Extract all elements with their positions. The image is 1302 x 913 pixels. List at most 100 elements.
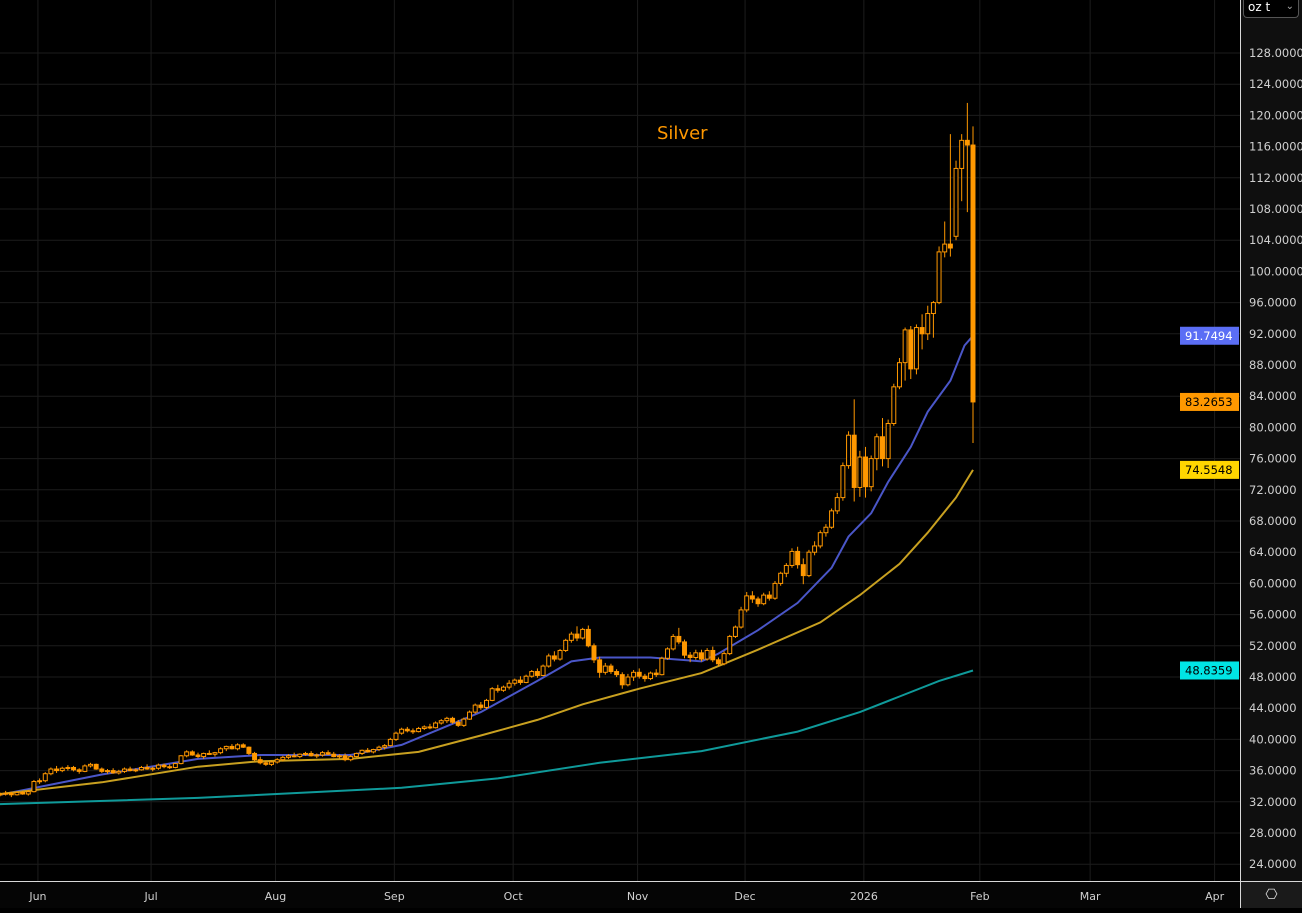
candle-body-up [218,748,224,754]
candle [461,717,467,727]
candle-body-down [257,759,263,764]
candle-body-up [489,688,495,701]
candle [0,792,3,797]
chart-settings-button[interactable]: ⎔ [1240,881,1302,908]
candle [812,541,818,556]
candle [891,383,897,426]
candle [495,684,501,693]
price-axis[interactable]: 24.0000 28.0000 32.0000 36.0000 40.0000 44.00… [1240,0,1302,881]
candle-body-up [529,671,535,677]
candle [99,767,105,773]
candle-body-down [614,671,620,676]
candle [348,755,354,762]
candle [693,649,699,660]
x-tick-label: Dec [734,890,755,903]
candle-body-up [761,594,767,605]
candle-body-up [936,251,942,304]
candle [755,596,761,607]
candle [631,669,637,681]
candle-body-up [823,526,829,534]
candle [427,723,433,730]
unit-selector[interactable]: oz t ⌄ [1243,0,1299,18]
candle-body-up [670,635,676,650]
y-tick-label: 24.0000 [1249,857,1297,871]
candle-body-up [568,633,574,641]
candle [557,648,563,661]
y-tick-label: 36.0000 [1249,764,1297,778]
y-tick-label: 56.0000 [1249,608,1297,622]
time-axis[interactable]: Jun Jul Aug Sep Oct Nov Dec 2026 Feb Mar Apr [0,881,1240,908]
candle-body-down [167,766,173,769]
candle-body-up [297,753,303,758]
candle-body-down [263,762,269,765]
candle-body-down [755,598,761,605]
candle-body-up [3,792,9,795]
candle-body-up [732,626,738,637]
y-tick-label: 100.0000 [1249,264,1302,278]
candle-body-up [783,564,789,574]
candle [648,671,654,681]
candle [953,160,959,241]
candle-body-up [834,497,840,512]
candle [127,766,133,772]
candle [257,756,263,765]
candle [110,768,116,774]
candle-body-up [319,752,325,756]
candle [133,768,139,773]
candle [314,753,320,759]
candle-body-up [648,672,654,680]
y-tick-label: 44.0000 [1249,701,1297,715]
candle-body-down [970,144,976,403]
candle [568,631,574,643]
candle [325,750,331,755]
candle-body-down [574,633,580,639]
candle-body-down [698,652,704,660]
candle-body-up [223,745,229,750]
y-tick-label: 84.0000 [1249,389,1297,403]
candle [682,639,687,659]
y-tick-label: 32.0000 [1249,795,1297,809]
candle-body-down [325,752,331,755]
candle [376,745,382,752]
candle [778,571,784,586]
candle [834,492,840,514]
candle [964,102,970,213]
candle [336,754,342,759]
candle-body-up [359,749,365,754]
x-tick-label: Apr [1205,890,1225,903]
candle [919,314,925,350]
candle [444,716,450,724]
candle-body-up [376,746,382,751]
price-chart[interactable]: 91.7494 74.5548 48.8359 83.2653 [0,0,1240,881]
candle-body-up [500,686,506,691]
candle [670,634,676,651]
candle-body-up [25,791,31,795]
candle [523,674,529,684]
candle [710,646,716,663]
candle-body-down [517,679,523,683]
y-tick-label: 64.0000 [1249,545,1297,559]
candle [387,737,393,747]
candle-body-down [127,768,133,772]
candle-body-down [54,768,60,772]
candle [874,433,880,471]
candle-body-down [947,243,953,249]
candle-body-up [625,676,631,686]
last-price-tag-label: 83.2653 [1185,395,1233,409]
candle [252,751,258,762]
unit-label: oz t [1248,0,1271,14]
candle-body-up [472,704,478,713]
candle [546,653,552,668]
candle [738,606,744,629]
candle-body-up [512,679,518,684]
candle [602,662,608,675]
candle-body-up [370,749,376,753]
candle-body-up [235,744,241,750]
candle [246,746,252,755]
chart-plot-area[interactable]: 91.7494 74.5548 48.8359 83.2653 Silver [0,0,1240,881]
candle-body-up [65,766,71,769]
candle-body-up [461,718,467,726]
candle [761,592,767,606]
candle-body-up [744,595,750,611]
candle-body-down [619,674,625,686]
